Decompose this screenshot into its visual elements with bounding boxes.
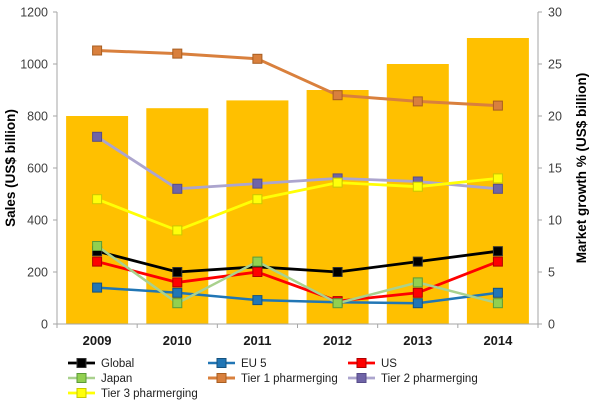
marker-us-2010 <box>172 277 183 288</box>
y-axis-right-tick-label-5: 5 <box>548 266 555 280</box>
line-series-tier-1-pharmerging <box>97 49 498 108</box>
x-axis-label-2009: 2009 <box>83 333 112 348</box>
legend-swatch-tier-3-pharmerging <box>76 388 87 398</box>
y-axis-right-tick-label-30: 30 <box>548 6 562 20</box>
marker-japan-2014 <box>492 298 503 309</box>
marker-tier-1-pharmerging-2011 <box>252 53 263 64</box>
line-series-us <box>96 260 499 303</box>
legend-swatch-tier-2-pharmerging <box>356 373 367 383</box>
legend-label-tier-3-pharmerging: Tier 3 pharmerging <box>101 388 198 400</box>
marker-tier-2-pharmerging-2014 <box>492 183 503 194</box>
line-series-tier-2-pharmerging <box>96 135 499 191</box>
y-axis-left-tick-label-1000: 1000 <box>20 58 48 72</box>
marker-tier-3-pharmerging-2013 <box>412 181 423 192</box>
marker-eu-5-2014 <box>492 287 503 298</box>
legend-swatch-global <box>76 358 87 368</box>
legend-item-japan: Japan <box>68 373 132 385</box>
bar-2009 <box>66 116 129 324</box>
line-series-japan <box>96 244 499 305</box>
marker-global-2012 <box>332 267 343 277</box>
legend-swatch-eu-5 <box>216 358 227 368</box>
legend-label-us: US <box>381 358 397 370</box>
marker-japan-2010 <box>172 298 183 309</box>
marker-eu-5-2013 <box>412 298 423 309</box>
line-series-global <box>96 249 499 274</box>
line-series-eu-5 <box>97 286 499 305</box>
y-axis-left-tick-label-400: 400 <box>27 214 48 228</box>
bar-2012 <box>306 90 369 324</box>
marker-us-2014 <box>492 256 503 267</box>
marker-global-2013 <box>412 256 423 267</box>
marker-japan-2011 <box>252 256 263 267</box>
y-axis-left-tick-label-1200: 1200 <box>20 6 48 20</box>
marker-us-2009 <box>92 256 103 267</box>
legend-item-tier-2-pharmerging: Tier 2 pharmerging <box>348 373 478 385</box>
legend-item-tier-1-pharmerging: Tier 1 pharmerging <box>208 373 338 385</box>
marker-eu-5-2009 <box>92 282 103 293</box>
legend-label-tier-1-pharmerging: Tier 1 pharmerging <box>241 373 338 385</box>
right-axis-title: Market growth % (US$ billion) <box>574 73 589 264</box>
marker-japan-2012 <box>332 298 343 309</box>
legend-label-tier-2-pharmerging: Tier 2 pharmerging <box>381 373 478 385</box>
legend-item-us: US <box>348 358 397 370</box>
left-axis-title: Sales (US$ billion) <box>3 109 18 227</box>
marker-eu-5-2010 <box>172 287 183 298</box>
marker-us-2013 <box>412 287 423 298</box>
x-axis-label-2010: 2010 <box>163 333 192 348</box>
y-axis-left-tick-label-0: 0 <box>41 318 48 332</box>
x-axis-label-2011: 2011 <box>243 333 271 348</box>
legend-swatch-tier-1-pharmerging <box>216 373 227 383</box>
marker-tier-3-pharmerging-2009 <box>92 194 103 205</box>
marker-tier-1-pharmerging-2009 <box>92 45 103 56</box>
legend-item-global: Global <box>68 358 134 370</box>
x-axis-label-2012: 2012 <box>323 333 352 348</box>
marker-tier-2-pharmerging-2011 <box>252 178 263 189</box>
bar-2011 <box>226 100 289 325</box>
marker-us-2011 <box>252 267 263 277</box>
marker-tier-1-pharmerging-2010 <box>172 48 183 59</box>
y-axis-right-tick-label-0: 0 <box>548 318 555 332</box>
marker-tier-2-pharmerging-2010 <box>172 183 183 194</box>
legend-item-eu-5: EU 5 <box>208 358 267 370</box>
marker-tier-1-pharmerging-2013 <box>412 96 423 107</box>
legend-label-eu-5: EU 5 <box>241 358 267 370</box>
y-axis-right-tick-label-15: 15 <box>548 162 562 176</box>
marker-tier-3-pharmerging-2012 <box>332 177 343 188</box>
y-axis-left-tick-label-800: 800 <box>27 110 48 124</box>
legend-swatch-us <box>356 358 367 368</box>
y-axis-left-tick-label-600: 600 <box>27 162 48 176</box>
marker-tier-2-pharmerging-2009 <box>92 131 103 142</box>
marker-tier-1-pharmerging-2012 <box>332 90 343 101</box>
x-axis-label-2013: 2013 <box>403 333 432 348</box>
marker-global-2014 <box>492 246 503 257</box>
y-axis-right-tick-label-25: 25 <box>548 58 562 72</box>
legend-item-tier-3-pharmerging: Tier 3 pharmerging <box>68 388 198 400</box>
legend-label-japan: Japan <box>101 373 132 385</box>
y-axis-left-tick-label-200: 200 <box>27 266 48 280</box>
marker-global-2010 <box>172 267 183 277</box>
line-series-tier-3-pharmerging <box>96 177 499 232</box>
marker-tier-3-pharmerging-2011 <box>252 194 263 205</box>
marker-japan-2013 <box>412 277 423 288</box>
legend-swatch-japan <box>76 373 87 383</box>
marker-japan-2009 <box>92 241 103 251</box>
marker-eu-5-2011 <box>252 295 263 306</box>
marker-tier-3-pharmerging-2010 <box>172 225 183 236</box>
y-axis-right-tick-label-10: 10 <box>548 214 562 228</box>
legend-label-global: Global <box>101 358 134 370</box>
marker-tier-3-pharmerging-2014 <box>492 173 503 184</box>
marker-tier-1-pharmerging-2014 <box>492 100 503 111</box>
x-axis-label-2014: 2014 <box>483 333 513 348</box>
y-axis-right-tick-label-20: 20 <box>548 110 562 124</box>
